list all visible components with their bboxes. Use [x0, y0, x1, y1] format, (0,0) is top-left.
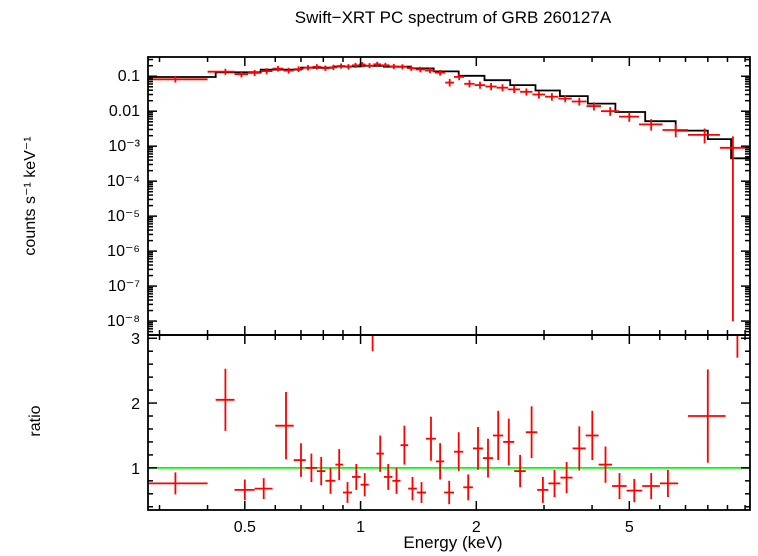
spectrum-panel [148, 61, 750, 322]
ratio-tick-label: 2 [131, 396, 140, 413]
x-tick-label: 5 [625, 519, 634, 536]
x-tick-label: 2 [472, 519, 481, 536]
counts-tick-label: 10⁻⁴ [107, 173, 140, 190]
counts-tick-label: 10⁻⁸ [107, 313, 140, 330]
chart-title: Swift−XRT PC spectrum of GRB 260127A [294, 8, 612, 27]
counts-tick-label: 10⁻³ [108, 138, 140, 155]
counts-tick-label: 10⁻⁵ [107, 208, 140, 225]
ratio-tick-label: 1 [131, 461, 140, 478]
counts-tick-label: 10⁻⁶ [107, 243, 140, 260]
counts-tick-label: 0.1 [118, 68, 140, 85]
ratio-tick-label: 3 [131, 331, 140, 348]
ratio-panel [148, 335, 750, 505]
counts-tick-label: 0.01 [109, 103, 140, 120]
counts-tick-label: 10⁻⁷ [108, 278, 140, 295]
x-axis-label: Energy (keV) [403, 533, 503, 552]
x-tick-label: 1 [356, 519, 365, 536]
x-tick-label: 0.5 [234, 519, 256, 536]
